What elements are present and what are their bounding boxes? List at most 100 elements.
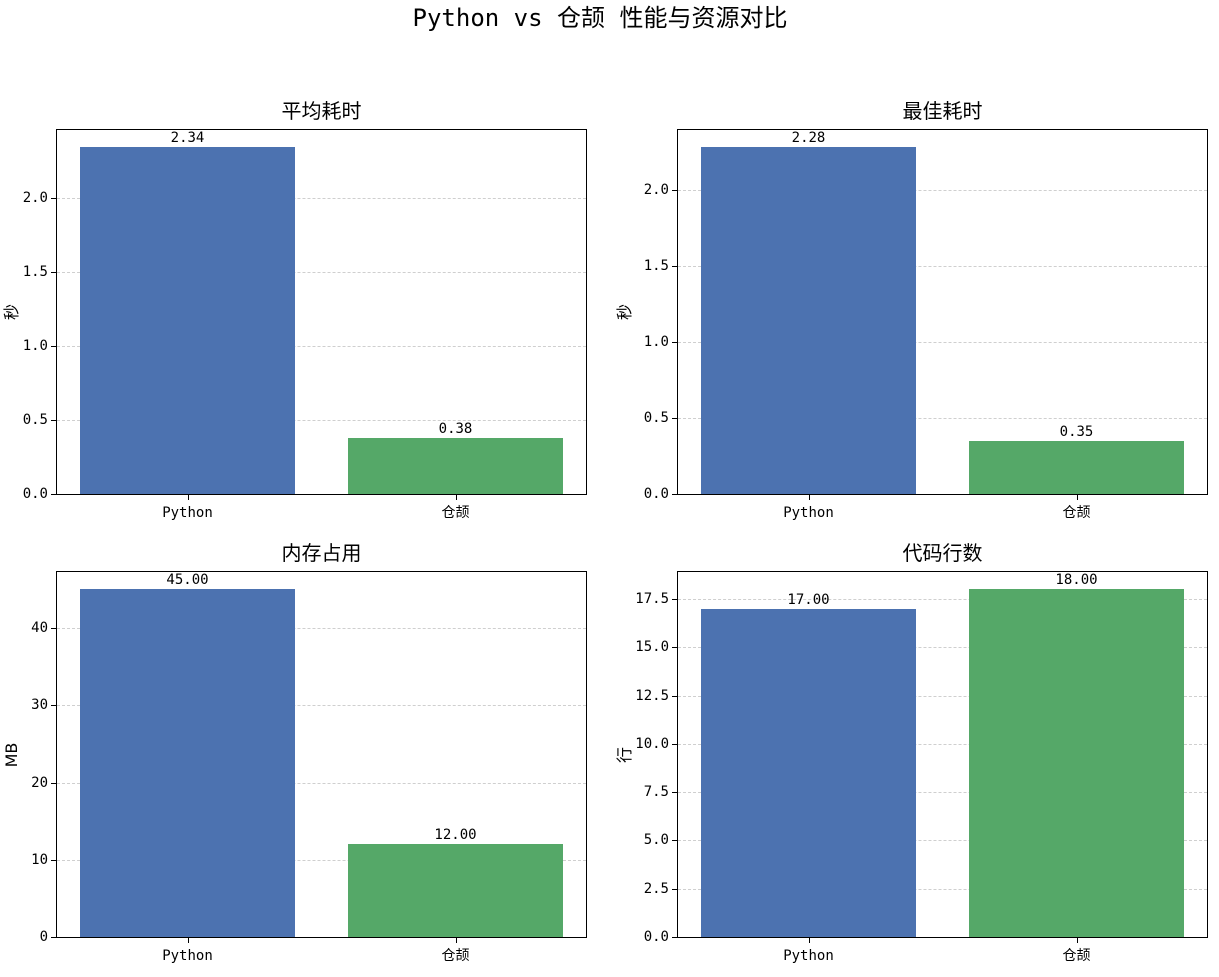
y-tick-label: 17.5 [635,591,669,607]
gridline [678,417,1207,419]
gridline [57,628,586,629]
bar-value-label: 12.00 [434,827,477,844]
y-tick-label: 20 [31,775,48,791]
subplot-title: 平均耗时 [281,99,362,123]
x-tick-label: 仓颉 [1062,948,1091,964]
subplot-title: 内存占用 [281,541,362,565]
x-tick-label: 仓颉 [441,948,470,964]
y-tick-label: 5.0 [643,832,669,848]
gridline [57,271,586,273]
bar-cangjie [348,437,563,494]
y-tick [51,705,56,706]
y-axis-label: 行 [615,746,634,763]
x-tick [1077,495,1078,500]
y-tick-label: 0.0 [643,486,669,502]
gridline [678,189,1207,191]
x-tick-label: Python [162,948,213,964]
x-tick [809,938,810,943]
x-tick [1077,938,1078,943]
y-tick [51,783,56,784]
bar-value-label: 45.00 [166,572,209,589]
x-tick [188,938,189,943]
y-tick [672,744,677,745]
y-tick-label: 0.0 [643,929,669,945]
bar-python [80,147,295,494]
gridline [57,859,586,861]
x-tick-label: 仓颉 [1062,505,1091,521]
bar-value-label: 0.38 [438,420,473,437]
y-tick-label: 40 [31,620,48,636]
x-tick-label: Python [783,505,834,521]
y-tick [672,840,677,841]
gridline [678,792,1207,794]
y-tick [672,418,677,419]
bar-cangjie [969,589,1184,937]
bar-python [701,147,916,494]
y-tick-label: 0 [39,929,48,945]
x-tick [456,938,457,943]
y-tick-label: 1.5 [643,258,669,274]
x-tick-label: 仓颉 [441,505,470,521]
gridline [678,743,1207,745]
y-tick [672,889,677,890]
y-tick-label: 1.5 [22,264,48,280]
gridline [678,599,1207,601]
y-tick-label: 2.0 [643,182,669,198]
y-tick [51,494,56,495]
y-tick [51,420,56,421]
y-tick [672,647,677,648]
y-tick [51,272,56,273]
y-tick-label: 15.0 [635,639,669,655]
gridline [57,345,586,347]
y-tick-label: 1.0 [22,338,48,354]
y-tick-label: 10.0 [635,736,669,752]
y-tick-label: 1.0 [643,334,669,350]
x-tick [809,495,810,500]
y-tick [672,266,677,267]
y-tick [51,346,56,347]
gridline [678,265,1207,267]
y-axis-label: MB [2,742,21,767]
y-tick [672,190,677,191]
x-tick-label: Python [783,948,834,964]
subplot-axes [677,129,1208,495]
subplot-axes [677,571,1208,938]
subplot-axes [56,571,587,938]
gridline [678,888,1207,890]
gridline [57,782,586,784]
y-tick-label: 10 [31,852,48,868]
bar-value-label: 2.28 [791,130,826,147]
x-tick [456,495,457,500]
bar-value-label: 18.00 [1055,572,1098,589]
bar-python [80,589,295,937]
gridline [678,695,1207,697]
y-tick-label: 0.5 [643,410,669,426]
gridline [678,840,1207,842]
y-tick [672,696,677,697]
y-tick [51,628,56,629]
y-tick [51,860,56,861]
y-tick [51,937,56,938]
gridline [678,647,1207,649]
y-tick-label: 2.0 [22,190,48,206]
y-tick [672,599,677,600]
y-tick-label: 7.5 [643,784,669,800]
y-tick [672,342,677,343]
gridline [57,705,586,707]
gridline [678,341,1207,343]
figure-suptitle: Python vs 仓颉 性能与资源对比 [412,4,788,32]
y-axis-label: 秒 [2,304,21,321]
x-tick-label: Python [162,505,213,521]
bar-value-label: 2.34 [170,130,205,147]
y-tick-label: 12.5 [635,688,669,704]
y-tick-label: 0.5 [22,412,48,428]
subplot-title: 最佳耗时 [902,99,983,123]
bar-cangjie [348,844,563,937]
subplot-title: 代码行数 [902,541,983,565]
y-tick [672,937,677,938]
gridline [57,419,586,421]
gridline [57,197,586,199]
y-tick [51,198,56,199]
y-tick [672,792,677,793]
y-tick [672,494,677,495]
